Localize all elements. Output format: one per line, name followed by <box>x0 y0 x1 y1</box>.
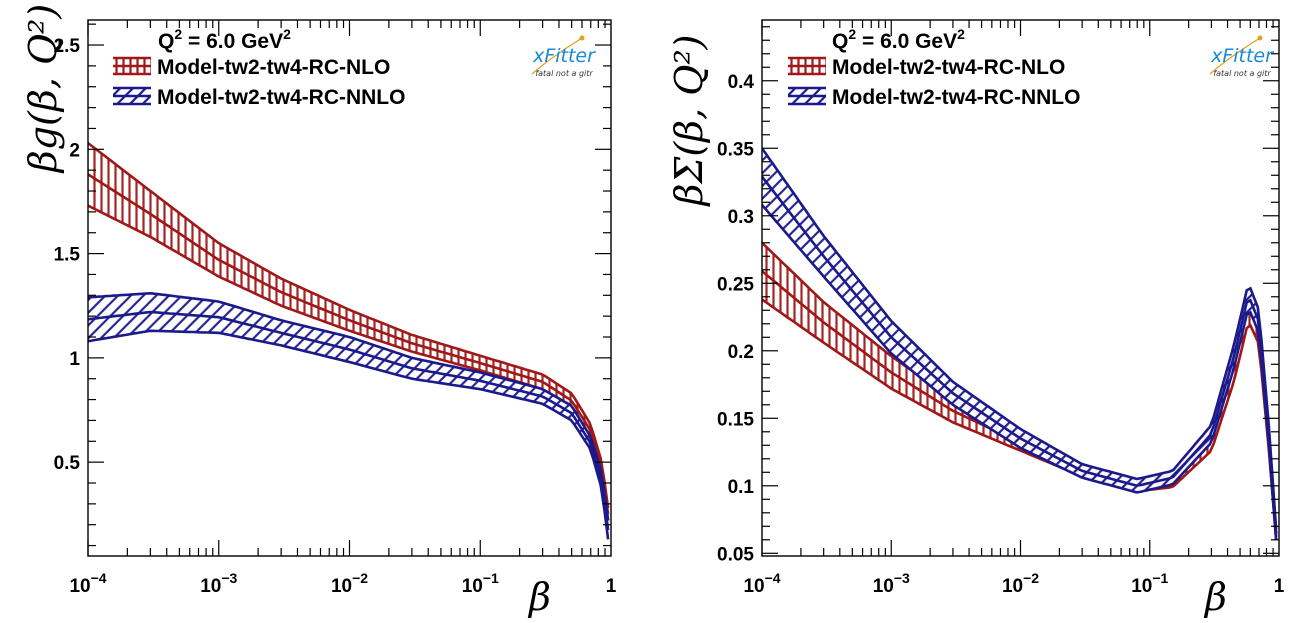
logo-star-icon <box>1257 35 1263 41</box>
x-tick-label: 1 <box>606 576 617 597</box>
y-tick-label: 0.1 <box>728 477 755 498</box>
x-tick-label: 10−3 <box>873 570 910 597</box>
legend-right: Q2 = 6.0 GeV2 Model-tw2-tw4-RC-NLO Model-t… <box>788 26 1080 109</box>
band-lower-line-nlo-right <box>762 298 1278 540</box>
band-lower-line-nnlo-left <box>88 329 610 540</box>
xlabel-right: β <box>1203 575 1227 619</box>
logo-swoosh-icon <box>531 37 583 75</box>
logo-tagline: fatal not a gitr <box>535 69 593 78</box>
x-tick-label: 10−1 <box>1131 570 1168 597</box>
band-central-line-nnlo-right <box>762 175 1278 535</box>
legend-label-nlo: Model-tw2-tw4-RC-NLO <box>157 56 390 79</box>
band-upper-line-nnlo-right <box>762 147 1278 530</box>
legend-swatch-nnlo <box>788 86 826 106</box>
y-tick-label: 0.15 <box>717 409 754 430</box>
xlabel-left: β <box>527 575 551 619</box>
y-tick-label: 0.25 <box>717 274 754 295</box>
logo-wordmark: xFitter <box>532 45 596 67</box>
logo-tagline: fatal not a gitr <box>1213 69 1271 78</box>
x-tick-label: 10−3 <box>200 570 237 597</box>
band-lower-line-nnlo-right <box>762 204 1278 540</box>
legend-left: Q2 = 6.0 GeV2 Model-tw2-tw4-RC-NLO Model-t… <box>113 26 405 109</box>
legend-swatch-nlo <box>788 56 826 76</box>
y-tick-label: 2 <box>69 140 80 161</box>
y-tick-label: 1.5 <box>54 245 81 266</box>
x-tick-label: 10−2 <box>331 570 368 597</box>
axes-right: 10−4 10−3 10−2 10−1 1 0.05 0.1 0.15 0.2 0.25 0.3 0.… <box>717 19 1285 597</box>
chart-right: 10−4 10−3 10−2 10−1 1 0.05 0.1 0.15 0.2 0.25 0.3 0.… <box>667 19 1285 619</box>
y-tick-label: 0.2 <box>728 342 754 363</box>
axes-left: 10−4 10−3 10−2 10−1 1 0.5 1 1.5 2 2.5 <box>54 19 617 597</box>
legend-swatch-nlo <box>113 56 151 76</box>
logo-wordmark: xFitter <box>1210 45 1274 67</box>
ylabel-right: βΣ(β, Q²) <box>667 35 711 208</box>
band-upper-line-nlo-left <box>88 142 610 509</box>
x-tick-label: 10−2 <box>1002 570 1039 597</box>
band-central-line-nnlo-left <box>88 310 610 531</box>
y-tick-label: 0.4 <box>728 72 755 93</box>
band-central-line-nlo-left <box>88 173 610 515</box>
chart-left: 10−4 10−3 10−2 10−1 1 0.5 1 1.5 2 2.5 βg(β, Q²) β… <box>21 4 617 619</box>
y-tick-label: 0.35 <box>717 139 754 160</box>
x-tick-label: 10−1 <box>462 570 499 597</box>
q2-annotation: Q2 = 6.0 GeV2 <box>158 26 291 53</box>
y-tick-label: 0.05 <box>717 544 754 565</box>
ylabel-left: βg(β, Q²) <box>21 4 65 174</box>
legend-swatch-nnlo <box>113 86 151 106</box>
logo-star-icon <box>579 35 585 41</box>
logo-swoosh-icon <box>1209 37 1261 75</box>
y-tick-label: 0.3 <box>728 207 754 228</box>
band-upper-line-nnlo-left <box>88 291 610 521</box>
x-tick-label: 1 <box>1274 576 1285 597</box>
band-lower-line-nlo-left <box>88 204 610 521</box>
bands-right <box>762 147 1278 540</box>
legend-label-nlo: Model-tw2-tw4-RC-NLO <box>832 56 1065 79</box>
q2-annotation: Q2 = 6.0 GeV2 <box>832 26 965 53</box>
band-central-line-nlo-right <box>762 270 1278 537</box>
xfitter-logo-left: xFitter fatal not a gitr <box>531 35 596 78</box>
bands-left <box>88 142 610 540</box>
xfitter-logo-right: xFitter fatal not a gitr <box>1209 35 1274 78</box>
y-tick-label: 0.5 <box>54 453 81 474</box>
y-tick-label: 1 <box>69 349 80 370</box>
x-tick-label: 10−4 <box>743 570 780 597</box>
band-nnlo-left <box>88 293 609 540</box>
x-tick-label: 10−4 <box>69 570 106 597</box>
legend-label-nnlo: Model-tw2-tw4-RC-NNLO <box>832 86 1080 109</box>
legend-label-nnlo: Model-tw2-tw4-RC-NNLO <box>157 86 405 109</box>
y-tick-label: 2.5 <box>54 36 81 57</box>
